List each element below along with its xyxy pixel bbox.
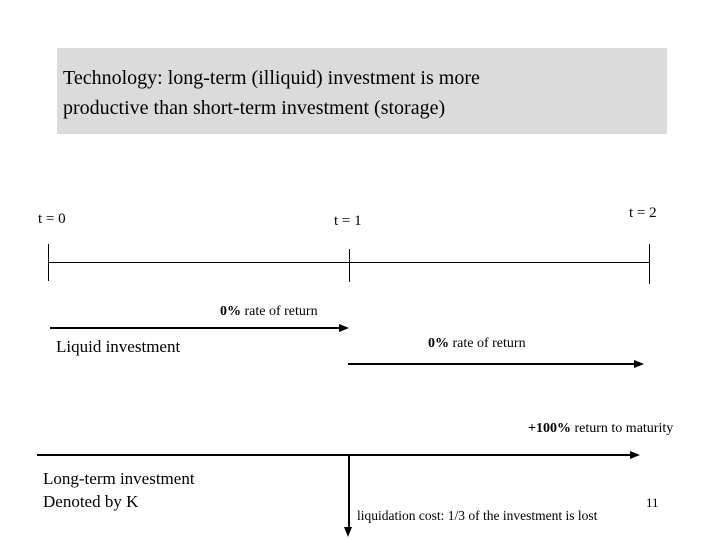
liquid-period1-return-text: rate of return [241,304,318,319]
timeline-tick-t0 [48,244,49,281]
longterm-label-line-2: Denoted by K [43,492,139,511]
time-label-t2: t = 2 [629,205,657,221]
arrowhead-down-icon [344,527,352,537]
timeline-tick-t1 [349,249,350,282]
longterm-investment-arrow [37,451,640,460]
page-number: 11 [646,495,659,510]
liquid-period2-return-text: rate of return [449,336,526,351]
arrow-shaft [50,327,341,329]
liquid-period2-return-label: 0% rate of return [428,336,526,352]
longterm-maturity-return-pct: +100% [528,421,571,436]
liquid-period1-return-pct: 0% [220,304,241,319]
timeline-tick-t2 [649,244,650,284]
title-box: Technology: long-term (illiquid) investm… [57,48,667,134]
arrow-shaft [348,455,350,529]
longterm-maturity-return-label: +100% return to maturity [528,421,673,437]
arrowhead-right-icon [630,451,640,459]
longterm-maturity-return-text: return to maturity [570,421,674,436]
title-line-1: Technology: long-term (illiquid) investm… [63,67,480,89]
longterm-investment-label: Long-term investment Denoted by K [43,467,195,513]
time-label-t1: t = 1 [334,213,362,229]
liquidation-cost-note: liquidation cost: 1/3 of the investment … [357,508,598,523]
arrow-shaft [348,363,636,365]
liquid-period2-arrow [348,360,644,369]
title-line-2: productive than short-term investment (s… [63,97,446,119]
arrow-shaft [37,454,632,456]
arrowhead-right-icon [634,360,644,368]
longterm-label-line-1: Long-term investment [43,469,195,488]
arrowhead-right-icon [339,324,349,332]
liquid-period1-return-label: 0% rate of return [220,304,318,320]
liquidation-drop-arrow [344,455,353,537]
liquid-period1-arrow [50,324,349,333]
time-label-t0: t = 0 [38,211,66,227]
liquid-investment-label: Liquid investment [56,337,181,356]
liquid-period2-return-pct: 0% [428,336,449,351]
